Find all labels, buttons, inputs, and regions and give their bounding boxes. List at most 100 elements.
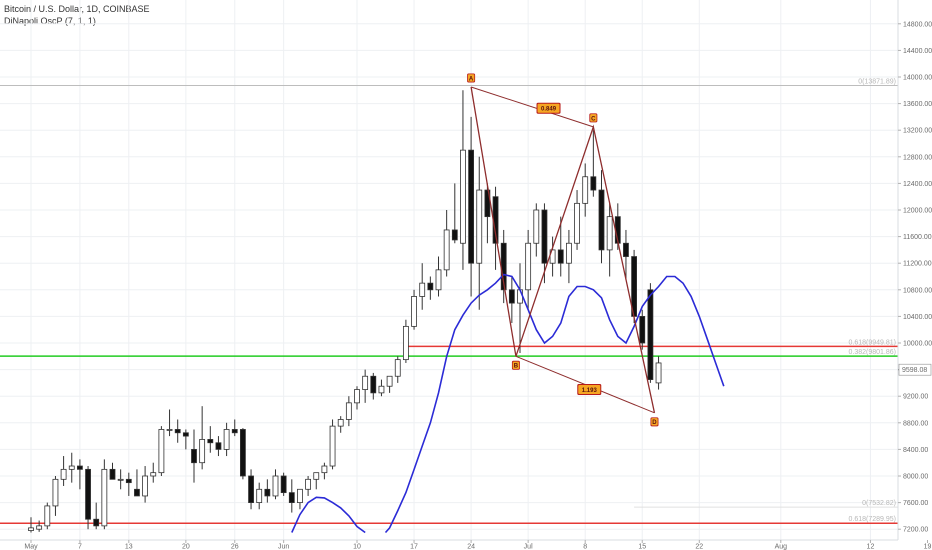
- time-tick-label: Jun: [278, 544, 289, 550]
- price-tick-label: 12400.00: [903, 181, 932, 188]
- candle-body: [264, 488, 271, 497]
- price-tick-label: 7200.00: [903, 527, 928, 534]
- level-label: 0.382(9801.86): [849, 349, 896, 356]
- candle-body: [582, 176, 589, 204]
- candle-body: [28, 527, 34, 531]
- candle-body: [362, 375, 369, 390]
- candle-body: [142, 475, 149, 497]
- candle-body: [451, 229, 458, 241]
- candle-body: [109, 468, 116, 480]
- candle-body: [647, 289, 654, 380]
- candle-body: [427, 282, 434, 291]
- candle-body: [508, 289, 515, 304]
- candle-body: [590, 176, 597, 191]
- candle-body: [337, 419, 344, 427]
- candle-body: [378, 385, 385, 394]
- time-tick-label: 8: [583, 544, 587, 550]
- pattern-point-label: A: [469, 76, 474, 82]
- grid: [0, 0, 928, 540]
- oscillator-line: [384, 273, 725, 534]
- price-tick-label: 12000.00: [903, 208, 932, 215]
- candles: [28, 90, 662, 533]
- time-tick-label: 22: [695, 544, 703, 550]
- price-tick-label: 8000.00: [903, 474, 928, 481]
- oscillator-line: [291, 496, 366, 534]
- candle-body: [443, 229, 450, 271]
- candle-body: [44, 505, 51, 527]
- candle-body: [623, 242, 629, 257]
- candle-body: [598, 189, 605, 251]
- time-tick-label: 15: [638, 544, 646, 550]
- candle-body: [174, 429, 181, 434]
- candle-body: [386, 375, 393, 387]
- price-tick-label: 14000.00: [903, 75, 932, 82]
- pattern-ratio-label: 1.193: [582, 388, 598, 394]
- price-tick-label: 7600.00: [903, 500, 928, 507]
- candle-body: [85, 468, 91, 520]
- candle-body: [468, 149, 475, 264]
- candle-body: [305, 478, 312, 490]
- candle-body: [606, 216, 613, 251]
- time-tick-label: May: [24, 544, 38, 550]
- price-tick-label: 14400.00: [903, 48, 932, 55]
- time-tick-label: 12: [867, 544, 875, 550]
- time-tick-label: 7: [78, 544, 82, 550]
- pattern-ratio-label: 0.849: [541, 107, 557, 113]
- time-tick-label: Aug: [775, 544, 788, 550]
- candle-body: [52, 478, 59, 507]
- candle-body: [533, 209, 540, 244]
- candle-body: [370, 375, 377, 394]
- candle-body: [215, 442, 222, 450]
- candle-body: [557, 249, 564, 264]
- pattern-ratio-box: [578, 385, 601, 395]
- candle-body: [460, 149, 466, 244]
- plot-area: A B C D 0.849 1.193: [0, 73, 898, 534]
- price-axis-bg: [898, 0, 932, 540]
- candle-body: [541, 209, 548, 264]
- candle-body: [313, 472, 320, 480]
- candle-body: [207, 439, 214, 444]
- price-tick-label: 10400.00: [903, 314, 932, 321]
- time-tick-label: 19: [924, 544, 932, 550]
- price-tick-label: 10800.00: [903, 287, 932, 294]
- candle-body: [182, 432, 189, 437]
- chart-title: Bitcoin / U.S. Dollar, 1D, COINBASE: [4, 4, 150, 14]
- pattern-point-label: C: [591, 116, 596, 122]
- indicator-label: DiNapoli OscP (7, 1, 1): [4, 16, 96, 26]
- pattern-leg: [470, 86, 656, 413]
- price-tick-label: 14800.00: [903, 21, 932, 28]
- candle-body: [297, 488, 303, 503]
- current-price-box: [898, 363, 932, 376]
- candle-body: [566, 242, 572, 264]
- time-tick-label: 26: [231, 544, 239, 550]
- candle-body: [402, 325, 409, 361]
- candle-body: [329, 425, 336, 467]
- candle-body: [239, 429, 246, 477]
- level-label: 0.618(7289.95): [849, 516, 896, 523]
- candle-body: [101, 468, 108, 527]
- price-tick-label: 13600.00: [903, 101, 932, 108]
- price-tick-label: 11200.00: [903, 261, 932, 268]
- candle-body: [394, 359, 401, 377]
- candle-body: [288, 492, 295, 504]
- price-tick-label: 13200.00: [903, 128, 932, 135]
- candle-body: [256, 488, 263, 503]
- candle-body: [639, 315, 646, 344]
- candle-body: [272, 475, 279, 497]
- candle-body: [134, 488, 140, 497]
- candle-body: [345, 402, 352, 420]
- candle-body: [655, 362, 662, 384]
- pattern-point-marker: [651, 418, 658, 426]
- candle-body: [223, 429, 230, 450]
- candle-body: [231, 429, 238, 434]
- candle-body: [280, 475, 287, 494]
- candle-body: [150, 472, 157, 477]
- candle-body: [166, 429, 173, 431]
- candle-body: [354, 389, 360, 404]
- pattern-point-marker: [512, 361, 520, 369]
- candle-body: [191, 448, 197, 464]
- time-tick-label: 10: [353, 544, 361, 550]
- pattern-ratio-box: [537, 103, 560, 113]
- time-tick-label: 17: [410, 544, 418, 550]
